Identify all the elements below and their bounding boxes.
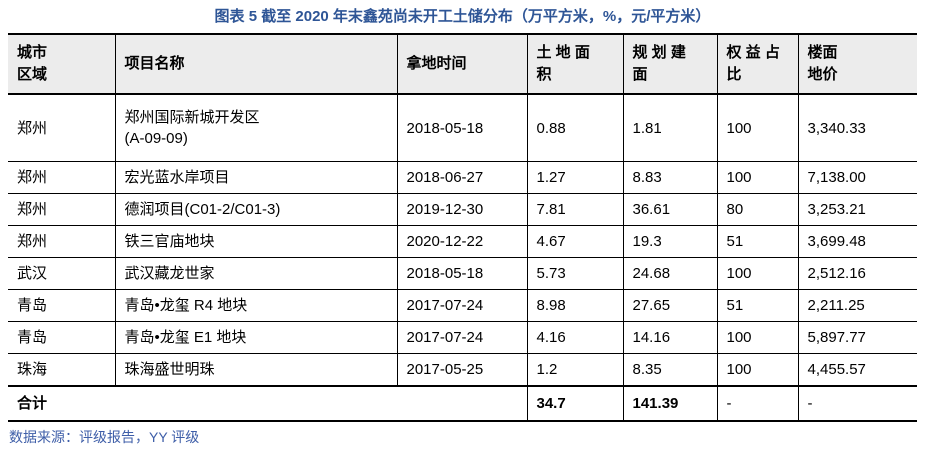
cell-date: 2017-05-25 xyxy=(396,353,527,387)
cell-equity-pct: 51 xyxy=(716,225,798,258)
cell-project: 铁三官庙地块 xyxy=(114,225,397,258)
cell-floor-price: 3,340.33 xyxy=(797,94,917,162)
table-row: 郑州 铁三官庙地块 2020-12-22 4.67 19.3 51 3,699.… xyxy=(8,225,917,258)
cell-date: 2017-07-24 xyxy=(396,321,527,354)
cell-land-area: 4.67 xyxy=(526,225,623,258)
cell-total-floor-price: - xyxy=(797,385,917,422)
cell-floor-price: 2,512.16 xyxy=(797,257,917,290)
col-header-floor-price: 楼面 地价 xyxy=(797,33,917,95)
cell-equity-pct: 51 xyxy=(716,289,798,322)
cell-project: 武汉藏龙世家 xyxy=(114,257,397,290)
col-header-city-region: 城市 区域 xyxy=(8,33,115,95)
table-row: 青岛 青岛•龙玺 E1 地块 2017-07-24 4.16 14.16 100… xyxy=(8,321,917,354)
cell-project: 青岛•龙玺 R4 地块 xyxy=(114,289,397,322)
table-row: 珠海 珠海盛世明珠 2017-05-25 1.2 8.35 100 4,455.… xyxy=(8,353,917,387)
cell-planned-gfa: 1.81 xyxy=(622,94,717,162)
cell-project: 郑州国际新城开发区 (A-09-09) xyxy=(114,94,397,162)
cell-date: 2019-12-30 xyxy=(396,193,527,226)
cell-floor-price: 7,138.00 xyxy=(797,161,917,194)
cell-floor-price: 3,253.21 xyxy=(797,193,917,226)
cell-floor-price: 3,699.48 xyxy=(797,225,917,258)
cell-project: 宏光蓝水岸项目 xyxy=(114,161,397,194)
cell-equity-pct: 100 xyxy=(716,94,798,162)
cell-planned-gfa: 8.83 xyxy=(622,161,717,194)
cell-total-planned-gfa: 141.39 xyxy=(622,385,717,422)
land-reserve-table: 城市 区域 项目名称 拿地时间 土 地 面 积 规 划 建 面 权 益 占 比 … xyxy=(8,33,917,422)
col-header-planned-gfa: 规 划 建 面 xyxy=(622,33,717,95)
report-figure: 图表 5 截至 2020 年末鑫苑尚未开工土储分布（万平方米，%，元/平方米） … xyxy=(8,8,917,445)
cell-floor-price: 2,211.25 xyxy=(797,289,917,322)
table-header-row: 城市 区域 项目名称 拿地时间 土 地 面 积 规 划 建 面 权 益 占 比 … xyxy=(8,33,917,95)
cell-land-area: 5.73 xyxy=(526,257,623,290)
cell-floor-price: 4,455.57 xyxy=(797,353,917,387)
figure-title: 图表 5 截至 2020 年末鑫苑尚未开工土储分布（万平方米，%，元/平方米） xyxy=(214,8,711,25)
cell-date: 2018-05-18 xyxy=(396,94,527,162)
cell-planned-gfa: 8.35 xyxy=(622,353,717,387)
col-header-land-area: 土 地 面 积 xyxy=(526,33,623,95)
cell-project: 德润项目(C01-2/C01-3) xyxy=(114,193,397,226)
table-row: 青岛 青岛•龙玺 R4 地块 2017-07-24 8.98 27.65 51 … xyxy=(8,289,917,322)
cell-project: 珠海盛世明珠 xyxy=(114,353,397,387)
cell-date: 2017-07-24 xyxy=(396,289,527,322)
col-header-acquisition-date: 拿地时间 xyxy=(396,33,527,95)
table-row: 武汉 武汉藏龙世家 2018-05-18 5.73 24.68 100 2,51… xyxy=(8,257,917,290)
cell-city: 郑州 xyxy=(8,161,115,194)
cell-total-label: 合计 xyxy=(8,385,527,422)
cell-land-area: 0.88 xyxy=(526,94,623,162)
cell-city: 郑州 xyxy=(8,193,115,226)
cell-land-area: 1.27 xyxy=(526,161,623,194)
cell-city: 青岛 xyxy=(8,321,115,354)
cell-planned-gfa: 27.65 xyxy=(622,289,717,322)
cell-land-area: 7.81 xyxy=(526,193,623,226)
table-total-row: 合计 34.7 141.39 - - xyxy=(8,385,917,422)
cell-city: 郑州 xyxy=(8,225,115,258)
cell-total-equity-pct: - xyxy=(716,385,798,422)
col-header-project-name: 项目名称 xyxy=(114,33,397,95)
cell-land-area: 4.16 xyxy=(526,321,623,354)
cell-city: 珠海 xyxy=(8,353,115,387)
cell-equity-pct: 100 xyxy=(716,321,798,354)
cell-city: 郑州 xyxy=(8,94,115,162)
data-source-note: 数据来源：评级报告，YY 评级 xyxy=(9,429,200,445)
table-row: 郑州 德润项目(C01-2/C01-3) 2019-12-30 7.81 36.… xyxy=(8,193,917,226)
cell-planned-gfa: 19.3 xyxy=(622,225,717,258)
cell-city: 青岛 xyxy=(8,289,115,322)
cell-city: 武汉 xyxy=(8,257,115,290)
cell-land-area: 1.2 xyxy=(526,353,623,387)
cell-planned-gfa: 36.61 xyxy=(622,193,717,226)
table-row: 郑州 宏光蓝水岸项目 2018-06-27 1.27 8.83 100 7,13… xyxy=(8,161,917,194)
cell-equity-pct: 100 xyxy=(716,353,798,387)
cell-planned-gfa: 24.68 xyxy=(622,257,717,290)
cell-land-area: 8.98 xyxy=(526,289,623,322)
cell-equity-pct: 80 xyxy=(716,193,798,226)
cell-floor-price: 5,897.77 xyxy=(797,321,917,354)
cell-date: 2018-05-18 xyxy=(396,257,527,290)
cell-equity-pct: 100 xyxy=(716,257,798,290)
cell-date: 2018-06-27 xyxy=(396,161,527,194)
cell-planned-gfa: 14.16 xyxy=(622,321,717,354)
cell-equity-pct: 100 xyxy=(716,161,798,194)
col-header-equity-ratio: 权 益 占 比 xyxy=(716,33,798,95)
cell-total-land-area: 34.7 xyxy=(526,385,623,422)
cell-project: 青岛•龙玺 E1 地块 xyxy=(114,321,397,354)
table-row: 郑州 郑州国际新城开发区 (A-09-09) 2018-05-18 0.88 1… xyxy=(8,94,917,162)
cell-date: 2020-12-22 xyxy=(396,225,527,258)
